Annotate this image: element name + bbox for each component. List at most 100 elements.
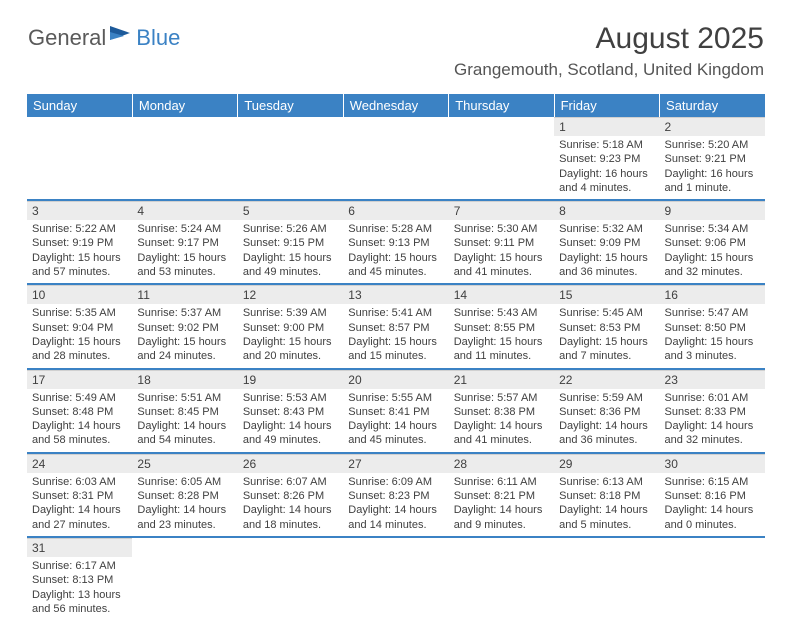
- daylight-text: Daylight: 15 hours and 32 minutes.: [665, 251, 760, 280]
- sunrise-text: Sunrise: 5:47 AM: [665, 306, 760, 320]
- calendar-week: 24Sunrise: 6:03 AMSunset: 8:31 PMDayligh…: [27, 453, 765, 537]
- day-header: Monday: [132, 94, 237, 117]
- sunrise-text: Sunrise: 5:28 AM: [348, 222, 443, 236]
- title-block: August 2025 Grangemouth, Scotland, Unite…: [454, 22, 764, 80]
- day-content: Sunrise: 6:05 AMSunset: 8:28 PMDaylight:…: [132, 473, 237, 536]
- sunrise-text: Sunrise: 6:07 AM: [243, 475, 338, 489]
- calendar-cell: 16Sunrise: 5:47 AMSunset: 8:50 PMDayligh…: [660, 284, 765, 368]
- day-number: 18: [132, 370, 237, 389]
- sunset-text: Sunset: 8:21 PM: [454, 489, 549, 503]
- calendar-cell: 3Sunrise: 5:22 AMSunset: 9:19 PMDaylight…: [27, 200, 132, 284]
- calendar-cell: 31Sunrise: 6:17 AMSunset: 8:13 PMDayligh…: [27, 537, 132, 620]
- day-content: Sunrise: 6:03 AMSunset: 8:31 PMDaylight:…: [27, 473, 132, 536]
- daylight-text: Daylight: 14 hours and 9 minutes.: [454, 503, 549, 532]
- sunset-text: Sunset: 8:41 PM: [348, 405, 443, 419]
- calendar-cell: 5Sunrise: 5:26 AMSunset: 9:15 PMDaylight…: [238, 200, 343, 284]
- day-content: Sunrise: 5:53 AMSunset: 8:43 PMDaylight:…: [238, 389, 343, 452]
- calendar-cell: 27Sunrise: 6:09 AMSunset: 8:23 PMDayligh…: [343, 453, 448, 537]
- sunrise-text: Sunrise: 5:51 AM: [137, 391, 232, 405]
- calendar-cell: 7Sunrise: 5:30 AMSunset: 9:11 PMDaylight…: [449, 200, 554, 284]
- sunset-text: Sunset: 9:21 PM: [665, 152, 760, 166]
- calendar-week: 17Sunrise: 5:49 AMSunset: 8:48 PMDayligh…: [27, 369, 765, 453]
- sunrise-text: Sunrise: 5:55 AM: [348, 391, 443, 405]
- calendar-cell: 15Sunrise: 5:45 AMSunset: 8:53 PMDayligh…: [554, 284, 659, 368]
- logo-text-blue: Blue: [136, 25, 180, 51]
- day-number: 27: [343, 454, 448, 473]
- day-content: Sunrise: 5:39 AMSunset: 9:00 PMDaylight:…: [238, 304, 343, 367]
- calendar-cell: 1Sunrise: 5:18 AMSunset: 9:23 PMDaylight…: [554, 117, 659, 200]
- sunrise-text: Sunrise: 5:32 AM: [559, 222, 654, 236]
- daylight-text: Daylight: 15 hours and 20 minutes.: [243, 335, 338, 364]
- day-number: 28: [449, 454, 554, 473]
- sunrise-text: Sunrise: 6:11 AM: [454, 475, 549, 489]
- day-number: 22: [554, 370, 659, 389]
- sunset-text: Sunset: 9:23 PM: [559, 152, 654, 166]
- calendar-body: 1Sunrise: 5:18 AMSunset: 9:23 PMDaylight…: [27, 117, 765, 620]
- day-content: Sunrise: 5:30 AMSunset: 9:11 PMDaylight:…: [449, 220, 554, 283]
- day-number: 29: [554, 454, 659, 473]
- daylight-text: Daylight: 15 hours and 53 minutes.: [137, 251, 232, 280]
- sunrise-text: Sunrise: 5:45 AM: [559, 306, 654, 320]
- sunset-text: Sunset: 8:13 PM: [32, 573, 127, 587]
- day-content: Sunrise: 5:55 AMSunset: 8:41 PMDaylight:…: [343, 389, 448, 452]
- day-number: 1: [554, 117, 659, 136]
- day-content: Sunrise: 6:13 AMSunset: 8:18 PMDaylight:…: [554, 473, 659, 536]
- sunset-text: Sunset: 8:28 PM: [137, 489, 232, 503]
- daylight-text: Daylight: 15 hours and 57 minutes.: [32, 251, 127, 280]
- sunset-text: Sunset: 9:09 PM: [559, 236, 654, 250]
- day-number: 3: [27, 201, 132, 220]
- day-content: Sunrise: 5:35 AMSunset: 9:04 PMDaylight:…: [27, 304, 132, 367]
- day-header: Saturday: [660, 94, 765, 117]
- daylight-text: Daylight: 15 hours and 11 minutes.: [454, 335, 549, 364]
- day-number: 5: [238, 201, 343, 220]
- sunset-text: Sunset: 8:18 PM: [559, 489, 654, 503]
- month-title: August 2025: [454, 22, 764, 56]
- calendar-cell: 11Sunrise: 5:37 AMSunset: 9:02 PMDayligh…: [132, 284, 237, 368]
- day-header: Friday: [554, 94, 659, 117]
- day-number: 4: [132, 201, 237, 220]
- calendar-cell: 21Sunrise: 5:57 AMSunset: 8:38 PMDayligh…: [449, 369, 554, 453]
- calendar-cell: 20Sunrise: 5:55 AMSunset: 8:41 PMDayligh…: [343, 369, 448, 453]
- day-content: Sunrise: 5:57 AMSunset: 8:38 PMDaylight:…: [449, 389, 554, 452]
- day-header: Sunday: [27, 94, 132, 117]
- calendar-cell: [238, 117, 343, 200]
- day-number: 7: [449, 201, 554, 220]
- calendar-cell: 9Sunrise: 5:34 AMSunset: 9:06 PMDaylight…: [660, 200, 765, 284]
- day-content: Sunrise: 5:34 AMSunset: 9:06 PMDaylight:…: [660, 220, 765, 283]
- day-content: Sunrise: 5:32 AMSunset: 9:09 PMDaylight:…: [554, 220, 659, 283]
- day-content: Sunrise: 5:24 AMSunset: 9:17 PMDaylight:…: [132, 220, 237, 283]
- day-content: Sunrise: 5:41 AMSunset: 8:57 PMDaylight:…: [343, 304, 448, 367]
- day-number: 8: [554, 201, 659, 220]
- sunset-text: Sunset: 8:31 PM: [32, 489, 127, 503]
- sunrise-text: Sunrise: 5:49 AM: [32, 391, 127, 405]
- calendar-cell: 19Sunrise: 5:53 AMSunset: 8:43 PMDayligh…: [238, 369, 343, 453]
- calendar-cell: 13Sunrise: 5:41 AMSunset: 8:57 PMDayligh…: [343, 284, 448, 368]
- daylight-text: Daylight: 14 hours and 0 minutes.: [665, 503, 760, 532]
- calendar-week: 10Sunrise: 5:35 AMSunset: 9:04 PMDayligh…: [27, 284, 765, 368]
- sunset-text: Sunset: 9:13 PM: [348, 236, 443, 250]
- calendar-cell: [132, 537, 237, 620]
- day-content: Sunrise: 5:18 AMSunset: 9:23 PMDaylight:…: [554, 136, 659, 199]
- sunrise-text: Sunrise: 5:30 AM: [454, 222, 549, 236]
- sunrise-text: Sunrise: 6:05 AM: [137, 475, 232, 489]
- calendar-cell: 14Sunrise: 5:43 AMSunset: 8:55 PMDayligh…: [449, 284, 554, 368]
- day-content: Sunrise: 6:07 AMSunset: 8:26 PMDaylight:…: [238, 473, 343, 536]
- sunset-text: Sunset: 9:15 PM: [243, 236, 338, 250]
- day-content: Sunrise: 5:28 AMSunset: 9:13 PMDaylight:…: [343, 220, 448, 283]
- day-number: 13: [343, 285, 448, 304]
- sunset-text: Sunset: 8:45 PM: [137, 405, 232, 419]
- day-content: Sunrise: 5:26 AMSunset: 9:15 PMDaylight:…: [238, 220, 343, 283]
- calendar-cell: 17Sunrise: 5:49 AMSunset: 8:48 PMDayligh…: [27, 369, 132, 453]
- daylight-text: Daylight: 14 hours and 27 minutes.: [32, 503, 127, 532]
- sunrise-text: Sunrise: 6:09 AM: [348, 475, 443, 489]
- day-number: 25: [132, 454, 237, 473]
- calendar-week: 3Sunrise: 5:22 AMSunset: 9:19 PMDaylight…: [27, 200, 765, 284]
- day-number: 6: [343, 201, 448, 220]
- flag-icon: [110, 22, 132, 48]
- sunrise-text: Sunrise: 5:43 AM: [454, 306, 549, 320]
- sunrise-text: Sunrise: 6:13 AM: [559, 475, 654, 489]
- daylight-text: Daylight: 15 hours and 3 minutes.: [665, 335, 760, 364]
- calendar-week: 31Sunrise: 6:17 AMSunset: 8:13 PMDayligh…: [27, 537, 765, 620]
- day-number: 20: [343, 370, 448, 389]
- daylight-text: Daylight: 14 hours and 49 minutes.: [243, 419, 338, 448]
